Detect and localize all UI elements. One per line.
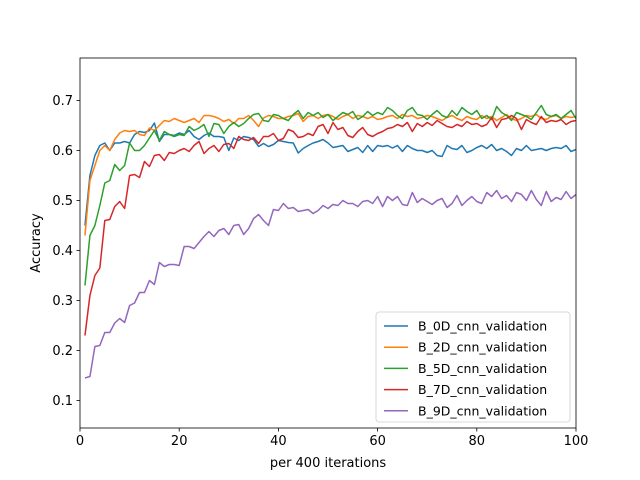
x-tick-label: 40 [270, 434, 287, 449]
x-tick-label: 20 [171, 434, 188, 449]
legend-entry: B_2D_cnn_validation [418, 340, 547, 355]
x-tick-label: 100 [564, 434, 589, 449]
x-tick-label: 80 [469, 434, 486, 449]
legend-box [375, 311, 571, 423]
series-line-b-5d-cnn-validation [84, 104, 576, 286]
y-tick-label: 0.3 [52, 294, 73, 309]
series-layer [84, 104, 576, 379]
x-axis-label: per 400 iterations [270, 456, 387, 471]
series-line-b-0d-cnn-validation [84, 122, 576, 226]
legend-entry: B_9D_cnn_validation [418, 403, 547, 418]
series-line-b-7d-cnn-validation [84, 114, 576, 336]
y-tick-label: 0.5 [52, 194, 73, 209]
y-tick-label: 0.6 [52, 144, 73, 159]
axes-frame [79, 57, 577, 429]
y-tick-label: 0.2 [52, 344, 73, 359]
x-tick-label: 0 [76, 434, 84, 449]
y-tick-label: 0.1 [52, 394, 73, 409]
legend: B_0D_cnn_validation B_2D_cnn_validation B_… [375, 311, 571, 423]
y-tick-label: 0.7 [52, 94, 73, 109]
y-tick-label: 0.4 [52, 244, 73, 259]
legend-entry: B_5D_cnn_validation [418, 361, 547, 376]
y-axis-label: Accuracy [29, 213, 44, 273]
x-tick-label: 60 [369, 434, 386, 449]
legend-entry: B_7D_cnn_validation [418, 382, 547, 397]
series-line-b-2d-cnn-validation [84, 112, 576, 236]
legend-entry: B_0D_cnn_validation [418, 319, 547, 334]
series-line-b-9d-cnn-validation [84, 189, 576, 379]
ticks-layer: 0 20 40 60 80 100 0.1 0.2 0.3 0.4 0.5 0.6 0.7 [52, 94, 588, 449]
axes-layer [79, 57, 577, 429]
